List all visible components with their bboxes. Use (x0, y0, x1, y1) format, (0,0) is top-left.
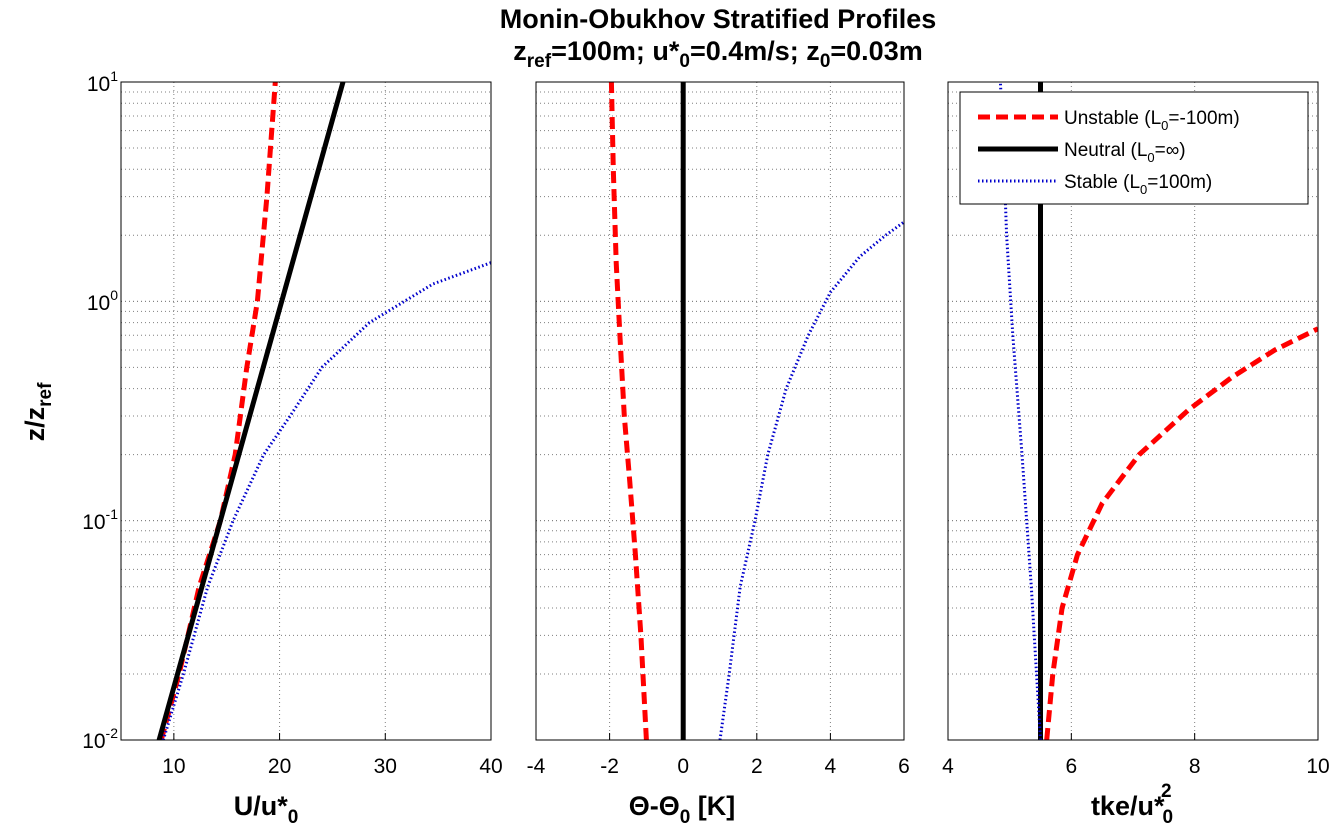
x-tick-label: 10 (1306, 755, 1329, 778)
panel-tke: 4 6 8 10 tke/u*0 2 Unstable (L0=-100m) Neutr… (942, 81, 1330, 828)
panel-potential-temperature: -4 -2 0 2 4 6 Θ-Θ0 [K] (527, 81, 910, 828)
series-line-unstable (608, 82, 649, 740)
series-line-neutral (156, 82, 346, 740)
y-tick-labels: 10-2 10-1 100 101 (82, 68, 118, 753)
x-tick-label: 0 (677, 755, 689, 778)
panel-frame (947, 81, 1319, 741)
panel-curves (156, 82, 491, 740)
figure-title-line1: Monin-Obukhov Stratified Profiles (500, 4, 937, 34)
x-axis-label-theta: Θ-Θ0 [K] (629, 791, 736, 828)
x-tick-label: 8 (1189, 755, 1201, 778)
legend-label-stable: Stable (L0=100m) (1064, 172, 1212, 197)
panel-curves (608, 82, 904, 740)
x-axis-label-wind: U/u*0 (234, 791, 299, 828)
title-part-3: =0.4m/s; z (690, 36, 820, 66)
x-tick-label: 40 (479, 755, 502, 778)
panel-frame (535, 81, 905, 741)
x-tick-labels: 10 20 30 40 (162, 733, 503, 778)
title-sub-3: 0 (820, 51, 831, 72)
y-axis-label-main: z/z (20, 407, 50, 442)
x-tick-label: 2 (751, 755, 763, 778)
y-axis-label-sub: ref (35, 382, 56, 407)
panel-grid (121, 81, 491, 741)
series-line-stable (718, 220, 904, 740)
title-part-4: =0.03m (830, 36, 922, 66)
title-sub-2: 0 (679, 51, 690, 72)
x-axis-label-sub: 0 (680, 807, 691, 828)
x-axis-label-post: [K] (690, 791, 735, 821)
x-axis-label-sub: 0 (288, 807, 299, 828)
y-tick-label: 10-1 (82, 506, 118, 534)
panel-wind-speed: 10 20 30 40 U/u*0 (120, 81, 503, 828)
x-axis-label-tke: tke/u*0 2 (1091, 781, 1173, 828)
x-tick-label: -4 (527, 755, 546, 778)
series-line-unstable (1044, 326, 1318, 740)
y-tick-label: 101 (87, 68, 118, 96)
y-tick-label: 10-2 (82, 725, 118, 753)
x-tick-label: 4 (825, 755, 837, 778)
x-axis-label-main: U/u* (234, 791, 288, 821)
x-tick-label: 20 (268, 755, 291, 778)
y-axis-label: z/zref (20, 382, 56, 441)
x-tick-labels: 4 6 8 10 (942, 733, 1330, 778)
figure-title-line2: zref=100m; u*0=0.4m/s; z0=0.03m (513, 36, 922, 72)
x-axis-label-pre: Θ-Θ (629, 791, 680, 821)
legend-label-neutral: Neutral (L0=∞) (1064, 140, 1186, 165)
x-tick-label: 4 (942, 755, 954, 778)
x-tick-label: 6 (898, 755, 910, 778)
legend-label-unstable: Unstable (L0=-100m) (1064, 108, 1240, 133)
title-part-1: z (513, 36, 527, 66)
x-tick-label: 10 (162, 755, 185, 778)
x-axis-label-sup: 2 (1161, 781, 1172, 802)
x-axis-label-sub: 0 (1162, 807, 1173, 828)
x-tick-labels: -4 -2 0 2 4 6 (527, 733, 910, 778)
legend: Unstable (L0=-100m) Neutral (L0=∞) Stabl… (959, 91, 1309, 205)
x-axis-label-main: tke/u* (1091, 791, 1165, 821)
title-sub-1: ref (527, 51, 552, 72)
x-tick-label: -2 (600, 755, 619, 778)
x-tick-label: 6 (1065, 755, 1077, 778)
x-tick-label: 30 (374, 755, 397, 778)
panel-grid (536, 81, 904, 741)
title-part-2: =100m; u* (551, 36, 680, 66)
panel-frame (120, 81, 492, 741)
y-tick-label: 100 (87, 287, 118, 315)
